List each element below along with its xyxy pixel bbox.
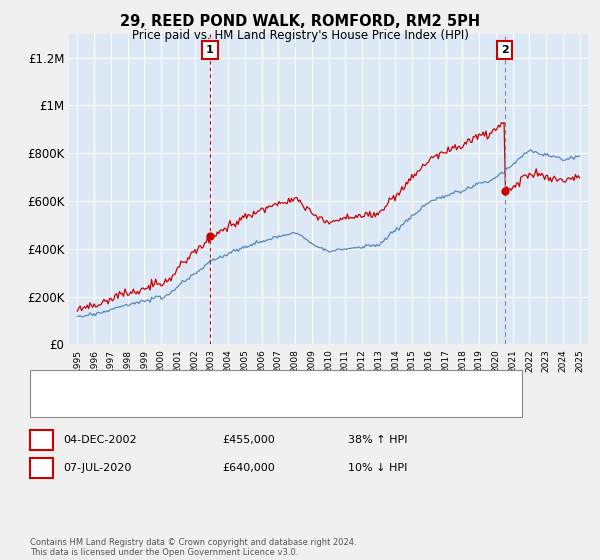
- Text: 07-JUL-2020: 07-JUL-2020: [63, 463, 131, 473]
- Text: £455,000: £455,000: [222, 435, 275, 445]
- Text: 38% ↑ HPI: 38% ↑ HPI: [348, 435, 407, 445]
- Text: HPI: Average price, detached house, Havering: HPI: Average price, detached house, Have…: [75, 400, 315, 410]
- Text: 2: 2: [501, 45, 509, 55]
- Text: Price paid vs. HM Land Registry's House Price Index (HPI): Price paid vs. HM Land Registry's House …: [131, 29, 469, 42]
- Text: 1: 1: [206, 45, 214, 55]
- Text: 29, REED POND WALK, ROMFORD, RM2 5PH (detached house): 29, REED POND WALK, ROMFORD, RM2 5PH (de…: [75, 378, 397, 388]
- Text: 2: 2: [38, 463, 45, 473]
- Text: 29, REED POND WALK, ROMFORD, RM2 5PH: 29, REED POND WALK, ROMFORD, RM2 5PH: [120, 14, 480, 29]
- Text: Contains HM Land Registry data © Crown copyright and database right 2024.
This d: Contains HM Land Registry data © Crown c…: [30, 538, 356, 557]
- Text: 10% ↓ HPI: 10% ↓ HPI: [348, 463, 407, 473]
- Text: £640,000: £640,000: [222, 463, 275, 473]
- Text: 1: 1: [38, 435, 45, 445]
- Text: 04-DEC-2002: 04-DEC-2002: [63, 435, 137, 445]
